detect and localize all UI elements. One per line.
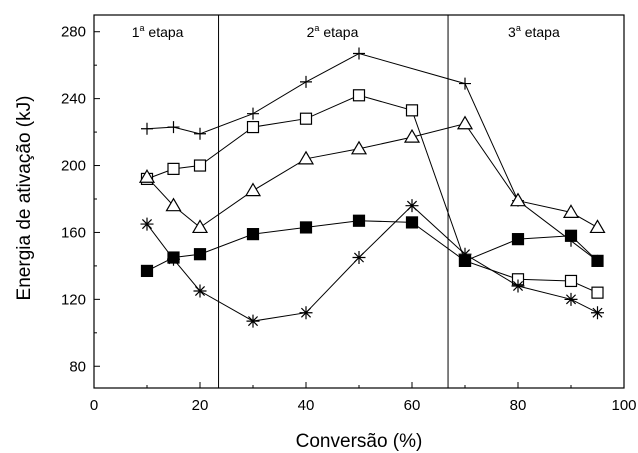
y-axis-title: Energia de ativação (kJ): [14, 96, 35, 301]
asterisk-marker: [246, 314, 260, 328]
plus-marker: [353, 47, 365, 60]
open-square-marker: [405, 104, 419, 117]
open-triangle-marker: [456, 115, 474, 130]
series-open-triangle: [138, 115, 606, 234]
asterisk-marker: [564, 292, 578, 306]
stage-text: etapa: [145, 24, 184, 40]
plus-marker: [167, 121, 180, 134]
asterisk-marker: [405, 199, 419, 213]
stage-superscript: a: [314, 23, 319, 33]
series-line-open-triangle: [146, 123, 598, 229]
x-tick-label: 0: [90, 397, 98, 414]
filled-square-marker: [352, 214, 366, 227]
y-tick-label: 200: [61, 158, 86, 175]
series-line-plus: [146, 52, 598, 262]
open-triangle-marker: [191, 219, 209, 234]
series-line-asterisk: [146, 205, 598, 322]
open-triangle-marker: [562, 204, 580, 218]
axis-ticks: 0 20 40 60 80 100 80 120 160 200 240 280: [61, 24, 637, 414]
open-triangle-marker: [403, 128, 421, 143]
open-square-marker: [352, 89, 366, 102]
open-square-marker: [246, 120, 260, 134]
stage-text: etapa: [319, 24, 358, 40]
asterisk-marker: [299, 306, 313, 320]
x-tick-label: 20: [192, 397, 209, 414]
plus-marker: [141, 122, 153, 135]
open-triangle-marker: [509, 192, 527, 207]
stage-superscript: a: [140, 23, 145, 33]
asterisk-marker: [591, 306, 604, 320]
y-tick-label: 80: [69, 358, 86, 375]
open-square-marker: [564, 274, 578, 288]
y-tick-label: 240: [61, 91, 86, 108]
filled-square-marker: [591, 254, 604, 267]
plus-marker: [300, 75, 312, 88]
stage-superscript: a: [516, 23, 521, 33]
y-tick-label: 160: [61, 224, 86, 241]
filled-square-marker: [140, 264, 154, 278]
x-tick-label: 40: [298, 397, 315, 414]
filled-square-marker: [405, 216, 419, 229]
x-tick-label: 100: [611, 397, 636, 414]
asterisk-marker: [352, 251, 366, 265]
series-plus: [141, 47, 604, 267]
open-triangle-marker: [165, 197, 182, 212]
filled-square-marker: [564, 229, 578, 242]
series-line-filled-square: [146, 220, 598, 272]
open-square-marker: [299, 112, 313, 125]
stage-labels: 1a etapa 2a etapa 3a etapa: [132, 23, 560, 40]
series-open-square: [140, 89, 604, 299]
open-square-marker: [193, 159, 207, 172]
plus-marker: [459, 77, 471, 90]
filled-square-marker: [193, 248, 207, 261]
asterisk-marker: [458, 247, 472, 261]
stage-dividers: [218, 15, 449, 388]
stage-number: 1: [132, 24, 140, 40]
filled-square-marker: [511, 233, 525, 246]
asterisk-marker: [511, 279, 525, 293]
plus-marker: [194, 127, 206, 140]
open-triangle-marker: [589, 219, 606, 234]
y-tick-label: 280: [61, 24, 86, 41]
open-triangle-marker: [350, 140, 368, 155]
stage-number: 2: [307, 24, 315, 40]
stage-label-1: 1a etapa: [132, 23, 184, 40]
series-filled-square: [140, 214, 604, 278]
series-layer: [138, 47, 606, 328]
plus-marker: [247, 107, 259, 120]
series-line-open-square: [146, 94, 598, 294]
x-tick-label: 80: [510, 397, 527, 414]
filled-square-marker: [246, 228, 260, 241]
x-tick-label: 60: [404, 397, 421, 414]
open-square-marker: [591, 286, 604, 299]
open-square-marker: [167, 162, 180, 175]
stage-text: etapa: [521, 24, 560, 40]
series-asterisk: [140, 199, 604, 328]
asterisk-marker: [140, 217, 154, 231]
filled-square-marker: [299, 221, 313, 234]
open-triangle-marker: [244, 182, 262, 197]
open-triangle-marker: [297, 150, 315, 165]
open-triangle-marker: [138, 169, 156, 183]
stage-number: 3: [508, 24, 516, 40]
asterisk-marker: [193, 284, 207, 298]
y-tick-label: 120: [61, 291, 86, 308]
stage-label-3: 3a etapa: [508, 23, 560, 40]
x-axis-title: Conversão (%): [296, 431, 423, 452]
asterisk-marker: [167, 252, 180, 266]
stage-label-2: 2a etapa: [307, 23, 359, 40]
